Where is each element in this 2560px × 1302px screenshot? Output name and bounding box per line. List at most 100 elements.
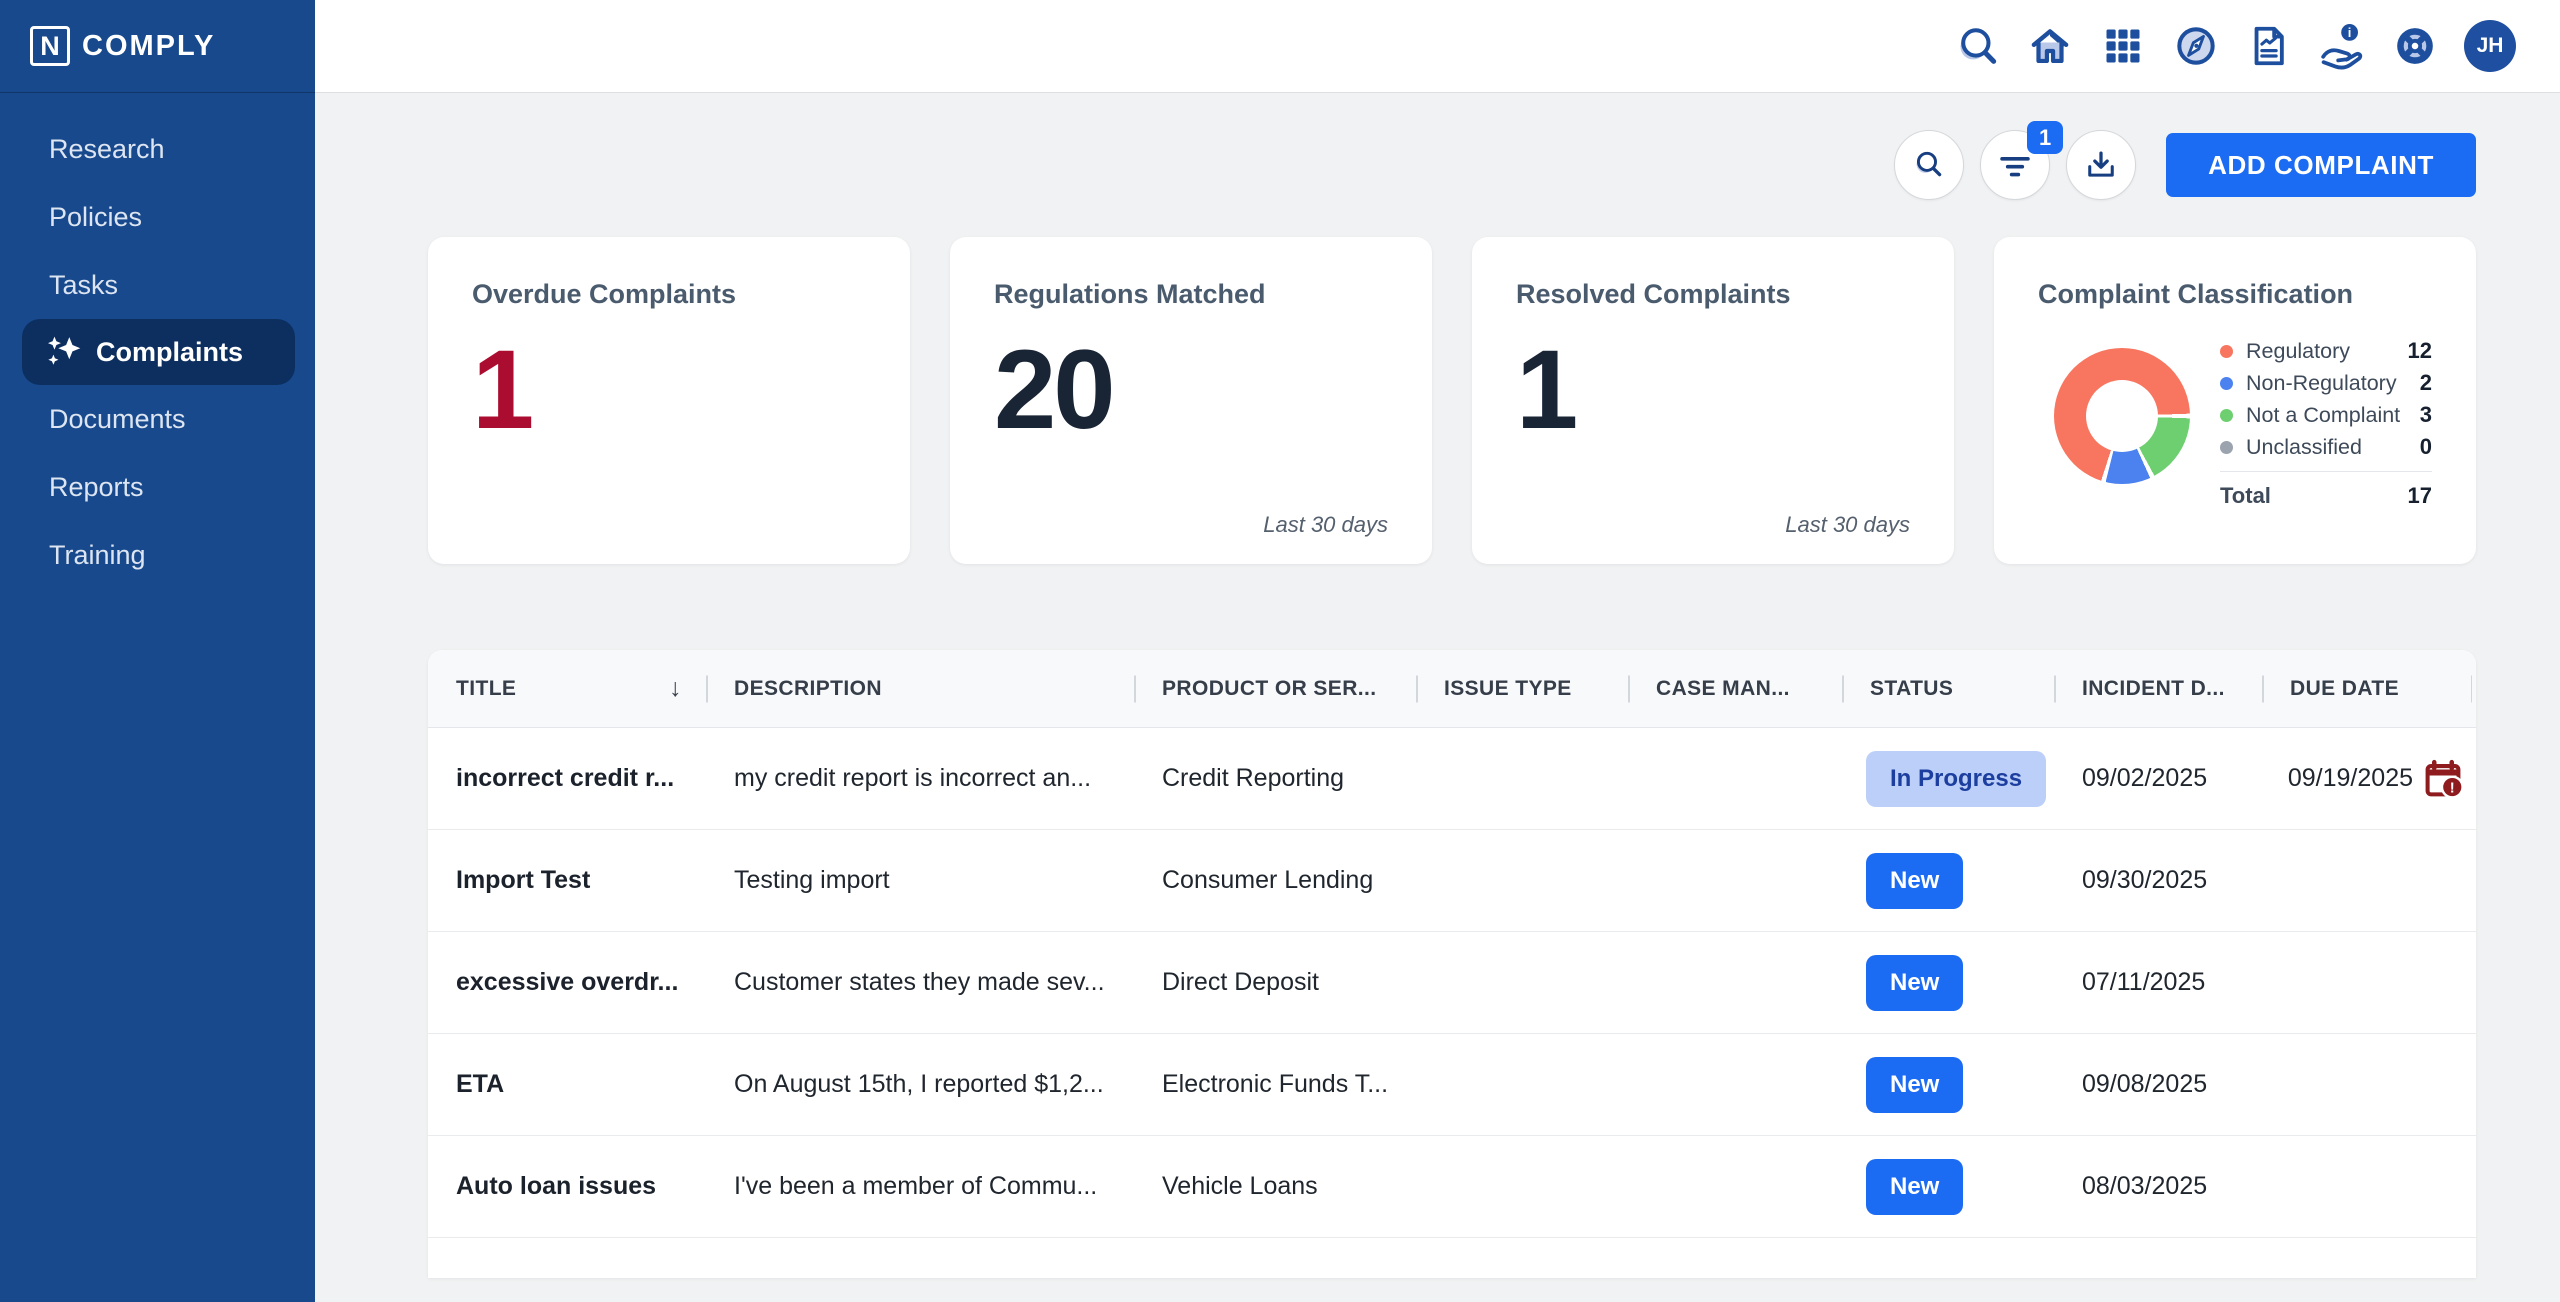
- cell-product: Consumer Lending: [1162, 866, 1374, 894]
- cell-due-date: [2262, 1136, 2476, 1237]
- cell-due-date: [2262, 830, 2476, 931]
- column-header-issue-type[interactable]: ISSUE TYPE: [1416, 650, 1628, 727]
- cell-title: Import Test: [456, 866, 591, 894]
- actions-row: 1 ADD COMPLAINT: [428, 121, 2476, 201]
- compass-icon[interactable]: [2172, 22, 2220, 70]
- cell-title: excessive overdr...: [456, 968, 679, 996]
- legend-color-dot: [2220, 344, 2233, 358]
- download-button[interactable]: [2066, 130, 2137, 200]
- sidebar-item-tasks[interactable]: Tasks: [0, 251, 315, 319]
- status-badge: New: [1866, 1158, 1964, 1215]
- cell-case-manager: [1628, 728, 1842, 829]
- topbar: i JH: [315, 0, 2560, 93]
- sidebar-item-complaints[interactable]: Complaints: [22, 319, 295, 385]
- cell-title: ETA: [456, 1070, 505, 1098]
- apps-grid-icon[interactable]: [2099, 22, 2147, 70]
- table-row[interactable]: Import Test Testing import Consumer Lendin…: [428, 830, 2476, 932]
- card-footnote: Last 30 days: [1785, 512, 1910, 537]
- report-document-icon[interactable]: [2245, 22, 2293, 70]
- classification-body: Regulatory 12 Non-Regulatory 2 Not a Complai…: [2038, 332, 2432, 509]
- legend-item: Unclassified 0: [2220, 434, 2432, 460]
- sidebar-item-research[interactable]: Research: [0, 115, 315, 183]
- filter-button[interactable]: 1: [1980, 121, 2064, 200]
- cell-description: my credit report is incorrect an...: [734, 764, 1092, 792]
- legend-value: 2: [2419, 370, 2432, 395]
- column-header-title[interactable]: TITLE ↓: [428, 650, 706, 727]
- cell-issue-type: [1416, 932, 1628, 1033]
- column-label: STATUS: [1870, 676, 1954, 700]
- table-row[interactable]: Auto loan issues I've been a member of Co…: [428, 1136, 2476, 1238]
- table-body: incorrect credit r... my credit report is…: [428, 728, 2476, 1238]
- cell-description: Testing import: [734, 866, 890, 894]
- cell-description: I've been a member of Commu...: [734, 1172, 1098, 1200]
- sidebar-item-label: Documents: [49, 403, 186, 434]
- add-complaint-button[interactable]: ADD COMPLAINT: [2166, 133, 2476, 197]
- table-row[interactable]: excessive overdr... Customer states they …: [428, 932, 2476, 1034]
- search-icon[interactable]: [1953, 22, 2001, 70]
- cell-case-manager: [1628, 830, 1842, 931]
- status-badge: New: [1866, 954, 1964, 1011]
- column-label: DESCRIPTION: [734, 676, 882, 700]
- cell-product: Direct Deposit: [1162, 968, 1319, 996]
- column-header-case-man[interactable]: CASE MAN...: [1628, 650, 1842, 727]
- overdue-complaints-card: Overdue Complaints 1: [428, 237, 910, 564]
- brand-logo: N COMPLY: [0, 0, 315, 93]
- search-icon: [1916, 151, 1942, 177]
- cell-status: New: [1842, 932, 2054, 1033]
- regulations-matched-value: 20: [994, 327, 1116, 452]
- legend-divider: [2220, 471, 2432, 472]
- table-row[interactable]: incorrect credit r... my credit report is…: [428, 728, 2476, 830]
- brand-logo-icon: N: [30, 26, 70, 66]
- sidebar-item-label: Reports: [49, 471, 144, 502]
- summary-cards: Overdue Complaints 1 Regulations Matched…: [428, 237, 2476, 564]
- sidebar-item-reports[interactable]: Reports: [0, 453, 315, 521]
- sidebar-item-label: Training: [49, 539, 146, 570]
- column-header-incident-d[interactable]: INCIDENT D...: [2054, 650, 2262, 727]
- filter-icon: [2000, 157, 2030, 177]
- overdue-calendar-icon: !: [2425, 759, 2464, 799]
- sort-desc-icon[interactable]: ↓: [669, 674, 682, 702]
- column-label: ISSUE TYPE: [1444, 676, 1572, 700]
- cell-issue-type: [1416, 1034, 1628, 1135]
- legend-color-dot: [2220, 440, 2233, 454]
- card-title: Regulations Matched: [994, 279, 1266, 309]
- column-label: INCIDENT D...: [2082, 676, 2225, 700]
- column-label: DUE DATE: [2290, 676, 2399, 700]
- resolved-complaints-card: Resolved Complaints 1 Last 30 days: [1472, 237, 1954, 564]
- page-content: 1 ADD COMPLAINT Overdue Complaints 1: [315, 93, 2560, 1302]
- help-wheel-icon[interactable]: [2391, 22, 2439, 70]
- status-badge: New: [1866, 1056, 1964, 1113]
- cell-case-manager: [1628, 1034, 1842, 1135]
- sidebar-item-documents[interactable]: Documents: [0, 385, 315, 453]
- legend-color-dot: [2220, 408, 2233, 422]
- cell-issue-type: [1416, 728, 1628, 829]
- user-avatar[interactable]: JH: [2464, 20, 2516, 72]
- filter-count-badge: 1: [2027, 121, 2064, 154]
- column-header-due-date[interactable]: DUE DATE: [2262, 650, 2476, 727]
- card-title: Overdue Complaints: [472, 279, 737, 309]
- column-header-description[interactable]: DESCRIPTION: [706, 650, 1134, 727]
- cell-title: Auto loan issues: [456, 1172, 657, 1200]
- legend-label: Unclassified: [2246, 434, 2362, 459]
- cell-status: New: [1842, 830, 2054, 931]
- sidebar-nav: Research Policies Tasks Complaints Documents…: [0, 93, 315, 589]
- sidebar-item-policies[interactable]: Policies: [0, 183, 315, 251]
- download-icon: [2088, 151, 2114, 177]
- regulations-matched-card: Regulations Matched 20 Last 30 days: [950, 237, 1432, 564]
- table-row[interactable]: ETA On August 15th, I reported $1,2... Ele…: [428, 1034, 2476, 1136]
- cell-case-manager: [1628, 1136, 1842, 1237]
- sidebar-item-training[interactable]: Training: [0, 521, 315, 589]
- column-header-product-or-ser[interactable]: PRODUCT OR SER...: [1134, 650, 1416, 727]
- card-title: Complaint Classification: [2038, 279, 2354, 309]
- assist-hand-info-icon[interactable]: i: [2318, 22, 2366, 70]
- column-label: CASE MAN...: [1656, 676, 1790, 700]
- column-header-status[interactable]: STATUS: [1842, 650, 2054, 727]
- legend-total-label: Total: [2220, 483, 2271, 508]
- sidebar-item-label: Policies: [49, 201, 143, 232]
- table-search-button[interactable]: [1894, 130, 1965, 200]
- cell-case-manager: [1628, 932, 1842, 1033]
- due-date-text: 09/19/2025: [2287, 764, 2413, 792]
- cell-product: Credit Reporting: [1162, 764, 1345, 792]
- home-icon[interactable]: [2026, 22, 2074, 70]
- legend-item: Not a Complaint 3: [2220, 402, 2432, 428]
